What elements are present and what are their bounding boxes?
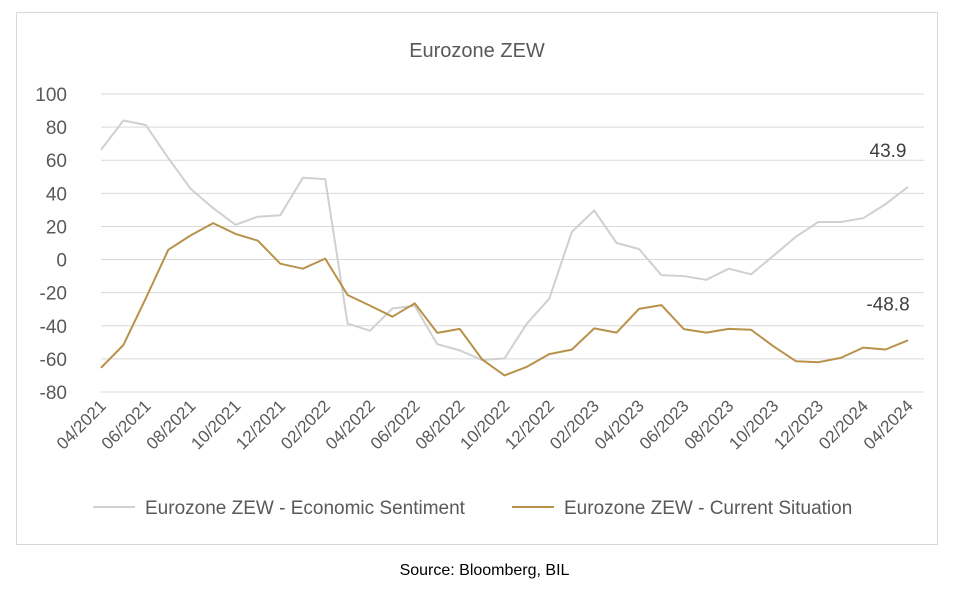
chart-frame: Eurozone ZEW 100 80 60 40 20 0 -20 -40 -60 -80 04… [16, 12, 938, 545]
y-tick-label: -60 [40, 350, 67, 371]
end-value-label: 43.9 [870, 141, 907, 162]
y-axis-ticks: 100 80 60 40 20 0 -20 -40 -60 -80 [35, 85, 67, 404]
legend-label: Eurozone ZEW - Current Situation [564, 498, 852, 519]
legend-label: Eurozone ZEW - Economic Sentiment [145, 498, 466, 519]
y-tick-label: 80 [46, 118, 67, 139]
gridlines [101, 93, 924, 393]
y-tick-label: -40 [40, 317, 67, 338]
y-tick-label: 60 [46, 151, 67, 172]
series-line-1 [100, 119, 909, 361]
y-tick-label: 100 [35, 85, 67, 106]
end-labels: 43.9 -48.8 [866, 141, 909, 315]
x-tick-label: 04/2024 [860, 396, 917, 453]
line-chart: Eurozone ZEW 100 80 60 40 20 0 -20 -40 -60 -80 04… [35, 40, 924, 519]
x-axis-ticks: 04/202106/202108/202110/202112/202102/20… [53, 396, 917, 453]
y-tick-label: 0 [56, 251, 67, 272]
y-tick-label: -80 [40, 383, 67, 404]
end-value-label: -48.8 [866, 294, 909, 315]
series-lines [100, 119, 909, 377]
y-tick-label: -20 [40, 284, 67, 305]
series-line-2 [100, 222, 909, 377]
source-note: Source: Bloomberg, BIL [399, 562, 570, 579]
y-tick-label: 20 [46, 217, 67, 238]
y-tick-label: 40 [46, 184, 67, 205]
chart-title: Eurozone ZEW [409, 40, 545, 62]
legend: Eurozone ZEW - Economic Sentiment Eurozon… [93, 498, 852, 519]
